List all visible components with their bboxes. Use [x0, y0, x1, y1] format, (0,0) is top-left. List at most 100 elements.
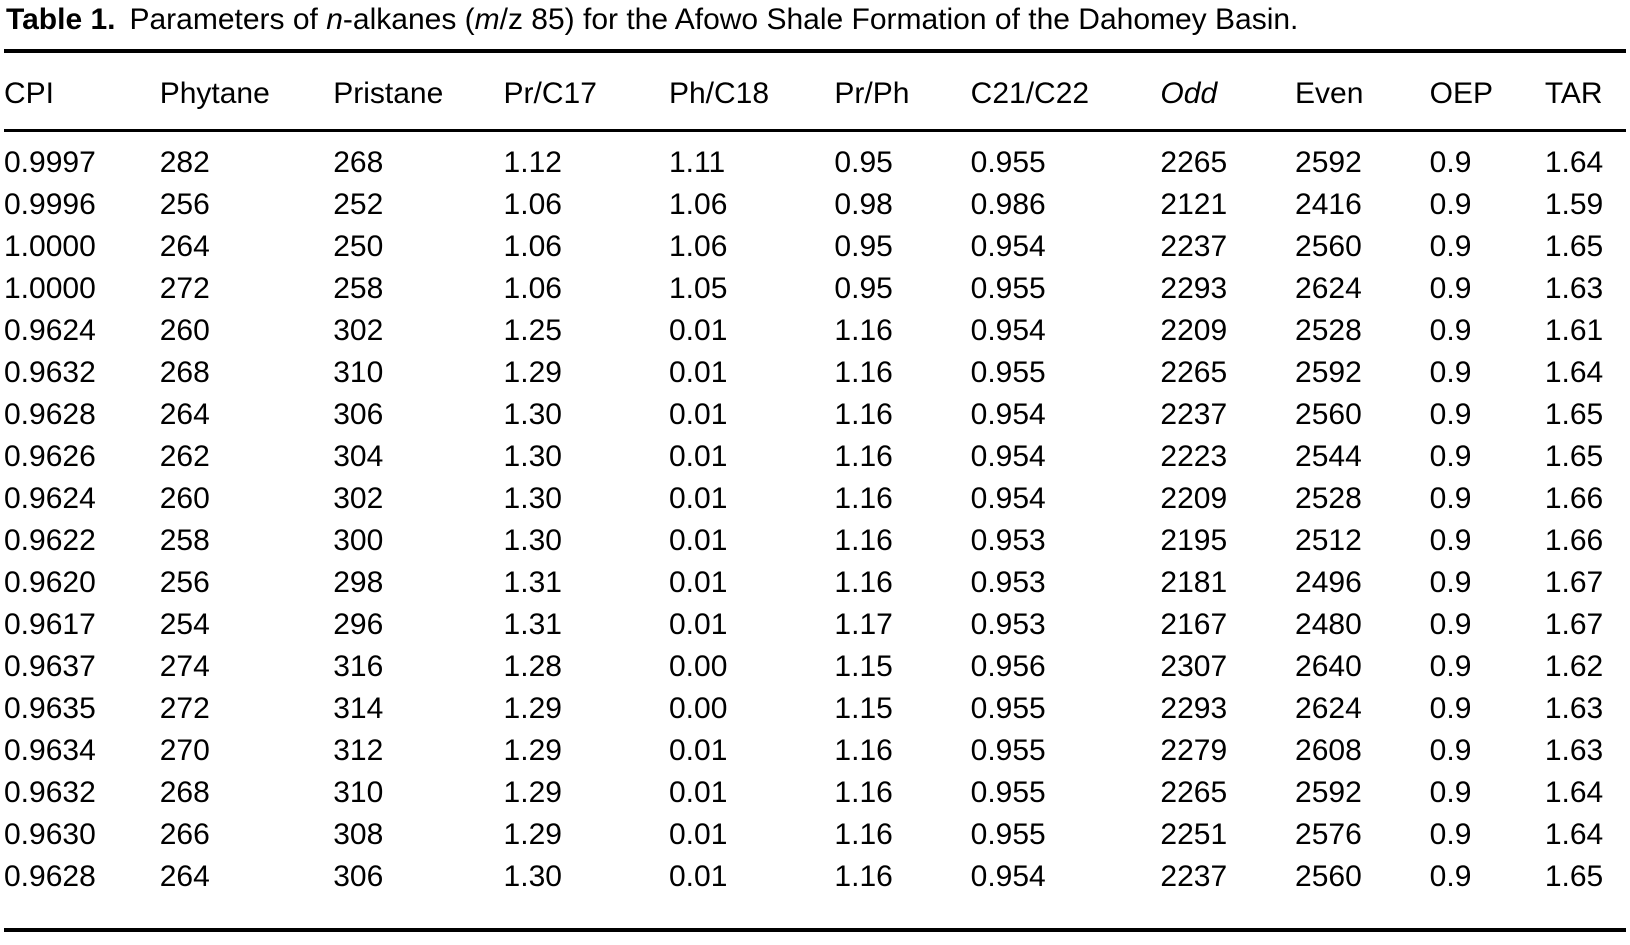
table-cell: 0.954 — [970, 230, 1046, 263]
table-cell: 2528 — [1295, 482, 1362, 515]
table-cell: 2237 — [1160, 860, 1228, 893]
table-cell: 1.65 — [1544, 398, 1604, 431]
table-cell: 2251 — [1160, 818, 1228, 851]
table-cell: 1.16 — [834, 776, 893, 809]
table-cell: 0.9 — [1429, 314, 1472, 347]
table-cell: 1.25 — [503, 314, 562, 347]
table-cell: 2624 — [1295, 692, 1362, 725]
table-cell: 2608 — [1295, 734, 1362, 767]
table-cell: 2624 — [1295, 272, 1362, 305]
table-cell: 1.15 — [834, 692, 893, 725]
table-cell: 2181 — [1160, 566, 1228, 599]
column-header-tar: TAR — [1544, 51, 1626, 132]
table-row: 0.9632 268 310 1.29 0.01 1.16 0.955 2265 2592 0.9… — [4, 352, 1626, 394]
table-cell: 1.59 — [1544, 188, 1604, 221]
table-cell: 2560 — [1295, 230, 1362, 263]
table-cell: 274 — [159, 650, 210, 683]
table-cell: 0.95 — [834, 230, 893, 263]
table-cell: 0.9 — [1429, 230, 1472, 263]
column-header-ph-c18: Ph/C18 — [668, 51, 835, 132]
table-cell: 1.66 — [1544, 524, 1604, 557]
table-cell: 0.9 — [1429, 188, 1472, 221]
table-cell: 1.0000 — [4, 230, 96, 263]
table-cell: 254 — [159, 608, 210, 641]
table-cell: 1.28 — [503, 650, 562, 683]
table-cell: 1.31 — [503, 608, 562, 641]
table-cell: 0.9 — [1429, 440, 1472, 473]
table-cell: 0.00 — [668, 692, 728, 725]
table-cell: 0.95 — [834, 146, 893, 179]
table-cell: 1.29 — [503, 356, 562, 389]
table-cell: 2480 — [1295, 608, 1362, 641]
table-cell: 0.9 — [1429, 524, 1472, 557]
caption-italic-m: m — [474, 3, 500, 36]
table-cell: 2195 — [1160, 524, 1228, 557]
table-cell: 1.30 — [503, 482, 562, 515]
column-header-cpi: CPI — [4, 51, 160, 132]
table-cell: 1.16 — [834, 860, 893, 893]
table-cell: 2209 — [1160, 314, 1228, 347]
table-cell: 1.06 — [668, 188, 728, 221]
table-cell: 1.65 — [1544, 440, 1604, 473]
table-cell: 260 — [159, 314, 210, 347]
table-cell: 0.953 — [970, 608, 1046, 641]
table-cell: 0.954 — [970, 860, 1046, 893]
header-row: CPI Phytane Pristane Pr/C17 Ph/C18 Pr/Ph… — [4, 51, 1626, 132]
table-body: 0.9997 282 268 1.12 1.11 0.95 0.955 2265 2592 0.9… — [4, 131, 1626, 931]
table-cell: 256 — [159, 188, 210, 221]
table-cell: 0.00 — [668, 650, 728, 683]
table-cell: 1.29 — [503, 692, 562, 725]
table-cell: 0.955 — [970, 146, 1046, 179]
table-cell: 1.16 — [834, 398, 893, 431]
table-cell: 268 — [159, 776, 210, 809]
column-header-oep: OEP — [1429, 51, 1545, 132]
table-row: 0.9996 256 252 1.06 1.06 0.98 0.986 2121 2416 0.9… — [4, 184, 1626, 226]
table-cell: 270 — [159, 734, 210, 767]
table-cell: 0.956 — [970, 650, 1046, 683]
table-cell: 1.16 — [834, 356, 893, 389]
table-cell: 0.954 — [970, 398, 1046, 431]
table-caption-text: Parameters of n-alkanes (m/z 85) for the… — [129, 3, 1298, 36]
table-cell: 0.9 — [1429, 482, 1472, 515]
table-row: 1.0000 264 250 1.06 1.06 0.95 0.954 2237 2560 0.9… — [4, 226, 1626, 268]
table-row: 0.9635 272 314 1.29 0.00 1.15 0.955 2293 2624 0.9… — [4, 688, 1626, 730]
table-cell: 2279 — [1160, 734, 1228, 767]
table-cell: 1.63 — [1544, 272, 1604, 305]
table-cell: 1.65 — [1544, 230, 1604, 263]
table-cell: 2592 — [1295, 776, 1362, 809]
table-row: 0.9632 268 310 1.29 0.01 1.16 0.955 2265 2592 0.9… — [4, 772, 1626, 814]
table-cell: 0.9632 — [4, 356, 96, 389]
table-cell: 1.29 — [503, 734, 562, 767]
table-caption: Table 1. Parameters of n-alkanes (m/z 85)… — [4, 2, 1626, 49]
table-cell: 0.9620 — [4, 566, 96, 599]
table-cell: 306 — [333, 860, 384, 893]
table-cell: 0.9624 — [4, 482, 96, 515]
table-cell: 0.01 — [668, 482, 728, 515]
table-cell: 2237 — [1160, 398, 1228, 431]
column-header-odd: Odd — [1160, 51, 1296, 132]
table-cell: 1.06 — [503, 188, 562, 221]
table-cell: 0.9 — [1429, 608, 1472, 641]
table-row: 0.9630 266 308 1.29 0.01 1.16 0.955 2251 2576 0.9… — [4, 814, 1626, 856]
table-cell: 252 — [333, 188, 384, 221]
table-cell: 1.30 — [503, 398, 562, 431]
table-cell: 2167 — [1160, 608, 1228, 641]
table-cell: 250 — [333, 230, 384, 263]
table-cell: 2544 — [1295, 440, 1362, 473]
table-cell: 0.01 — [668, 734, 728, 767]
table-cell: 1.0000 — [4, 272, 96, 305]
table-cell: 2576 — [1295, 818, 1362, 851]
table-row: 0.9637 274 316 1.28 0.00 1.15 0.956 2307 2640 0.9… — [4, 646, 1626, 688]
table-cell: 266 — [159, 818, 210, 851]
table-cell: 256 — [159, 566, 210, 599]
table-cell: 2560 — [1295, 398, 1362, 431]
table-cell: 0.01 — [668, 314, 728, 347]
table-cell: 0.9 — [1429, 776, 1472, 809]
table-cell: 2293 — [1160, 692, 1228, 725]
table-cell: 1.16 — [834, 818, 893, 851]
table-cell: 0.955 — [970, 692, 1046, 725]
table-cell: 310 — [333, 776, 384, 809]
table-cell: 1.05 — [668, 272, 728, 305]
data-table: CPI Phytane Pristane Pr/C17 Ph/C18 Pr/Ph… — [4, 49, 1626, 932]
table-cell: 0.9 — [1429, 692, 1472, 725]
